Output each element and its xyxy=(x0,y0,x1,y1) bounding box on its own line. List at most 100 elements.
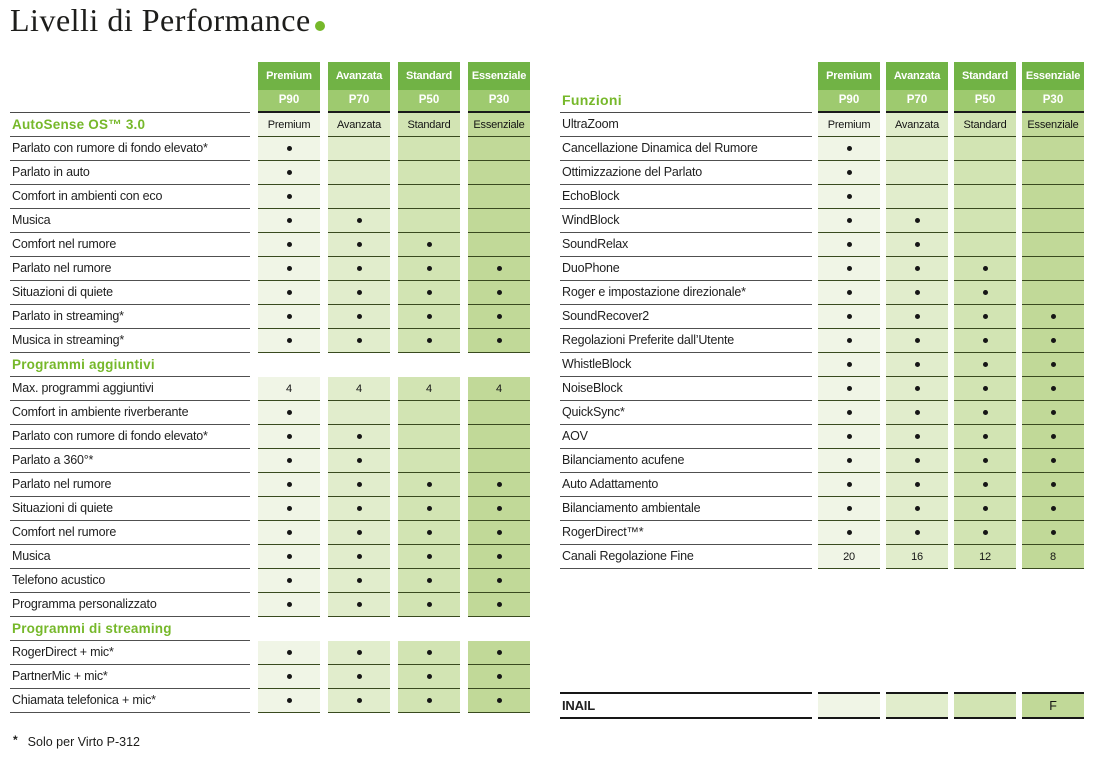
tier-cell xyxy=(398,425,460,449)
feature-dot xyxy=(846,314,852,319)
empty-cell xyxy=(258,353,320,377)
tier-cell xyxy=(258,401,320,425)
tier-cell: 16 xyxy=(886,545,948,569)
feature-dot xyxy=(914,482,920,487)
feature-dot xyxy=(286,530,292,535)
table-row: WindBlock xyxy=(560,209,1084,233)
feature-dot xyxy=(426,482,432,487)
empty-cell xyxy=(398,617,460,641)
tier-cell: 4 xyxy=(258,377,320,401)
tier-cell xyxy=(328,137,390,161)
table-row: AutoSense OS™ 3.0 Premium Avanzata Standard… xyxy=(10,113,530,137)
tier-cell: 4 xyxy=(468,377,530,401)
tier-cell xyxy=(258,449,320,473)
tier-cell xyxy=(398,329,460,353)
tier-cell xyxy=(954,185,1016,209)
row-label: EchoBlock xyxy=(560,185,812,209)
row-label: RogerDirect™* xyxy=(560,521,812,545)
tier-cell xyxy=(1022,281,1084,305)
tier-cell xyxy=(258,689,320,713)
tier-cell xyxy=(398,689,460,713)
tier-cell xyxy=(818,233,880,257)
feature-dot xyxy=(496,530,502,535)
table-row: Musica in streaming* xyxy=(10,329,530,353)
tier-cell xyxy=(398,281,460,305)
row-label: Canali Regolazione Fine xyxy=(560,545,812,569)
row-label: Auto Adattamento xyxy=(560,473,812,497)
tier-cell xyxy=(954,425,1016,449)
tier-cell xyxy=(258,137,320,161)
tier-cell xyxy=(258,593,320,617)
tier-cell xyxy=(468,305,530,329)
row-label: RogerDirect + mic* xyxy=(10,641,250,665)
feature-dot xyxy=(914,314,920,319)
feature-dot xyxy=(356,242,362,247)
tier-cell: 12 xyxy=(954,545,1016,569)
tier-cell xyxy=(398,233,460,257)
feature-dot xyxy=(426,698,432,703)
feature-dot xyxy=(426,650,432,655)
feature-dot xyxy=(426,530,432,535)
feature-dot xyxy=(426,602,432,607)
feature-dot xyxy=(286,242,292,247)
feature-dot xyxy=(982,410,988,415)
footnote-text: Solo per Virto P-312 xyxy=(27,735,141,749)
tier-cell xyxy=(954,521,1016,545)
tier-cell xyxy=(468,161,530,185)
tier-header-box: Premium P90 xyxy=(258,62,320,113)
tier-cell xyxy=(886,233,948,257)
feature-dot xyxy=(846,458,852,463)
tier-cell xyxy=(468,137,530,161)
tier-cell xyxy=(258,209,320,233)
row-label: DuoPhone xyxy=(560,257,812,281)
feature-dot xyxy=(914,290,920,295)
feature-dot xyxy=(846,410,852,415)
tier-cell xyxy=(258,425,320,449)
tier-cell xyxy=(328,641,390,665)
tier-cell xyxy=(468,689,530,713)
tier-cell xyxy=(954,497,1016,521)
feature-dot xyxy=(286,506,292,511)
tier-cell xyxy=(468,641,530,665)
tier-cell xyxy=(398,257,460,281)
tier-cell: Avanzata xyxy=(886,113,948,137)
left-header-spacer xyxy=(10,62,250,113)
feature-dot xyxy=(914,530,920,535)
feature-dot xyxy=(914,338,920,343)
feature-dot xyxy=(1050,362,1056,367)
tier-cell xyxy=(886,161,948,185)
row-label: SoundRecover2 xyxy=(560,305,812,329)
tier-cell xyxy=(468,497,530,521)
table-row: Canali Regolazione Fine 20 16 12 8 xyxy=(560,545,1084,569)
table-row: Cancellazione Dinamica del Rumore xyxy=(560,137,1084,161)
feature-dot xyxy=(286,146,292,151)
tier-cell: 4 xyxy=(328,377,390,401)
table-row: Comfort nel rumore xyxy=(10,521,530,545)
footnote-asterisk: * xyxy=(13,733,18,747)
row-label: Parlato nel rumore xyxy=(10,257,250,281)
feature-dot xyxy=(914,242,920,247)
row-label: Musica in streaming* xyxy=(10,329,250,353)
tier-cell xyxy=(328,545,390,569)
table-row: Bilanciamento ambientale xyxy=(560,497,1084,521)
tier-cell xyxy=(468,185,530,209)
tier-cell: Essenziale xyxy=(1022,113,1084,137)
tier-cell xyxy=(818,281,880,305)
table-row: RogerDirect + mic* xyxy=(10,641,530,665)
tier-cell xyxy=(1022,497,1084,521)
row-label: Parlato nel rumore xyxy=(10,473,250,497)
tier-cell xyxy=(398,473,460,497)
feature-dot xyxy=(426,314,432,319)
tier-cell xyxy=(954,137,1016,161)
table-row: Musica xyxy=(10,545,530,569)
feature-dot xyxy=(286,170,292,175)
tier-header-box: Essenziale P30 xyxy=(1022,62,1084,113)
feature-dot xyxy=(914,458,920,463)
tier-cell: Standard xyxy=(954,113,1016,137)
row-label: Regolazioni Preferite dall’Utente xyxy=(560,329,812,353)
feature-dot xyxy=(1050,386,1056,391)
tier-cell xyxy=(818,209,880,233)
empty-cell xyxy=(328,617,390,641)
tier-cell xyxy=(818,185,880,209)
section-heading-row: Programmi aggiuntivi xyxy=(10,353,530,377)
